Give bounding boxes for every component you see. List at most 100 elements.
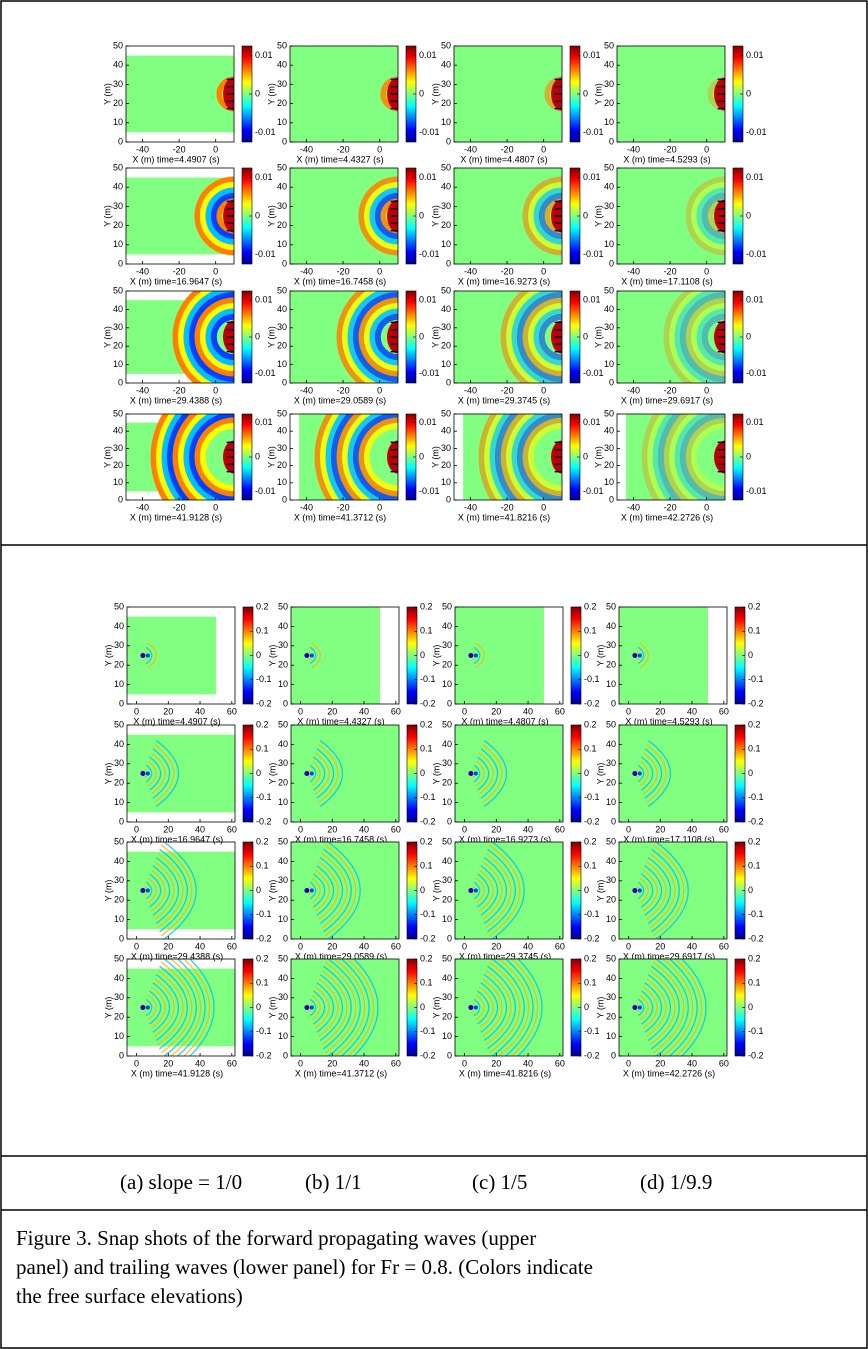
field-image	[291, 725, 399, 822]
x-tick-label: 0	[704, 266, 709, 276]
y-tick-label: 40	[441, 304, 451, 314]
colorbar-tick-label: -0.1	[256, 674, 272, 684]
colorbar-tick-label: -0.2	[584, 1050, 600, 1060]
y-tick-label: 50	[277, 40, 287, 50]
x-tick-label: 20	[163, 941, 173, 951]
y-tick-label: 40	[604, 426, 614, 436]
y-tick-label: 40	[113, 60, 123, 70]
x-tick-label: 0	[462, 941, 467, 951]
colorbar-tick-label: 0.1	[256, 861, 269, 871]
y-tick-label: 0	[447, 698, 452, 708]
x-axis-label: X (m) time=41.8216 (s)	[459, 1068, 551, 1078]
y-tick-label: 10	[606, 679, 616, 689]
colorbar-tick-label: -0.2	[256, 816, 272, 826]
y-tick-label: 40	[606, 856, 616, 866]
field-image	[455, 607, 544, 704]
subplot: 01020304050Y (m)0204060X (m) time=42.272…	[595, 941, 763, 1078]
y-tick-label: 20	[441, 220, 451, 230]
colorbar-tick-label: -0.01	[746, 486, 767, 496]
x-tick-label: 60	[555, 1058, 565, 1068]
x-axis-label: X (m) time=16.9273 (s)	[458, 276, 550, 286]
y-tick-label: 50	[442, 719, 452, 729]
source-dot	[632, 1005, 637, 1010]
colorbar-tick-label: 0.1	[584, 861, 597, 871]
x-tick-label: -40	[300, 502, 313, 512]
colorbar-tick-label: 0.1	[748, 978, 761, 988]
y-tick-label: 40	[278, 739, 288, 749]
y-axis-label: Y (m)	[267, 997, 277, 1019]
colorbar-tick-label: 0.01	[746, 295, 764, 305]
x-tick-label: 0	[134, 1058, 139, 1068]
colorbar-tick-label: 0.01	[746, 417, 764, 427]
y-axis-label: Y (m)	[431, 645, 441, 667]
x-tick-label: 20	[327, 706, 337, 716]
colorbar-tick-label: -0.2	[420, 816, 436, 826]
y-tick-label: 30	[441, 201, 451, 211]
colorbar-tick-label: 0	[420, 1002, 425, 1012]
y-tick-label: 50	[442, 836, 452, 846]
colorbar-tick-label: -0.01	[746, 127, 767, 137]
y-tick-label: 50	[441, 285, 451, 295]
colorbar-tick-label: 0.2	[584, 953, 597, 963]
y-tick-label: 30	[277, 79, 287, 89]
y-tick-label: 50	[114, 601, 124, 611]
x-tick-label: 60	[555, 706, 565, 716]
colorbar-tick-label: -0.01	[255, 127, 276, 137]
y-tick-label: 0	[609, 258, 614, 268]
field-image	[619, 941, 727, 1073]
y-tick-label: 50	[441, 40, 451, 50]
source-dot	[468, 653, 473, 658]
y-tick-label: 30	[278, 758, 288, 768]
x-tick-label: -20	[501, 266, 514, 276]
y-axis-label: Y (m)	[266, 446, 276, 468]
y-tick-label: 10	[442, 679, 452, 689]
source-dot	[146, 889, 150, 893]
y-tick-label: 30	[114, 640, 124, 650]
y-tick-label: 50	[278, 719, 288, 729]
y-tick-label: 30	[441, 322, 451, 332]
y-tick-label: 10	[441, 239, 451, 249]
colorbar-tick-label: 0.1	[420, 744, 433, 754]
y-tick-label: 10	[114, 914, 124, 924]
caption-line: Figure 3. Snap shots of the forward prop…	[16, 1226, 536, 1250]
x-tick-label: 60	[719, 1058, 729, 1068]
y-tick-label: 30	[113, 201, 123, 211]
y-tick-label: 50	[278, 953, 288, 963]
y-tick-label: 20	[113, 98, 123, 108]
y-axis-label: Y (m)	[595, 645, 605, 667]
y-axis-label: Y (m)	[595, 763, 605, 785]
colorbar-tick-label: 0	[746, 210, 751, 220]
colorbar-tick-label: 0.2	[420, 601, 433, 611]
x-tick-label: -20	[664, 144, 677, 154]
y-tick-label: 20	[441, 460, 451, 470]
y-tick-label: 20	[278, 1012, 288, 1022]
x-tick-label: 0	[213, 144, 218, 154]
y-tick-label: 0	[446, 494, 451, 504]
colorbar-tick-label: 0	[583, 451, 588, 461]
x-axis-label: X (m) time=29.0589 (s)	[294, 395, 386, 405]
y-tick-label: 10	[278, 914, 288, 924]
y-axis-label: Y (m)	[595, 997, 605, 1019]
subplot: 01020304050Y (m)-40-200X (m) time=4.4327…	[266, 40, 439, 164]
colorbar-tick-label: 0.01	[583, 172, 601, 182]
source-dot	[474, 772, 478, 776]
colorbar-tick-label: -0.2	[748, 1050, 764, 1060]
y-tick-label: 50	[277, 162, 287, 172]
x-tick-label: -40	[627, 385, 640, 395]
x-axis-label: X (m) time=41.3712 (s)	[295, 1068, 387, 1078]
x-axis-label: X (m) time=17.1108 (s)	[621, 276, 713, 286]
y-tick-label: 50	[606, 953, 616, 963]
y-tick-label: 10	[441, 359, 451, 369]
x-tick-label: -20	[664, 266, 677, 276]
source-dot	[140, 1005, 145, 1010]
colorbar-tick-label: -0.2	[420, 698, 436, 708]
y-tick-label: 0	[282, 136, 287, 146]
x-axis-label: X (m) time=16.7458 (s)	[294, 276, 386, 286]
y-tick-label: 50	[277, 408, 287, 418]
x-tick-label: 40	[195, 706, 205, 716]
y-tick-label: 0	[447, 816, 452, 826]
x-tick-label: 40	[687, 1058, 697, 1068]
subplot: 01020304050Y (m)-40-200X (m) time=4.4907…	[102, 40, 275, 164]
x-tick-label: 20	[163, 824, 173, 834]
